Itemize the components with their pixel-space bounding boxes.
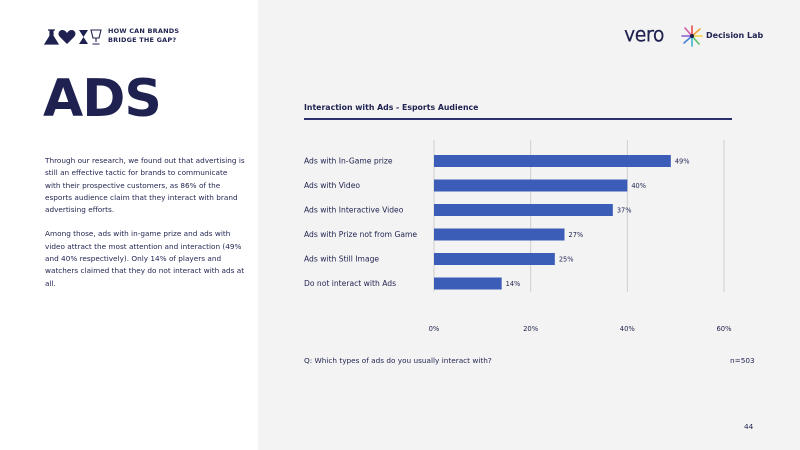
value-label: 27% (569, 231, 584, 239)
value-label: 25% (559, 255, 574, 263)
value-label: 14% (506, 280, 521, 288)
brand-icons (44, 29, 102, 45)
x-tick-label: 0% (429, 325, 440, 333)
value-label: 37% (617, 206, 632, 214)
survey-question: Q: Which types of ads do you usually int… (304, 356, 492, 365)
value-label: 49% (675, 157, 690, 165)
decision-lab-logo-text: Decision Lab (706, 31, 764, 40)
sample-size: n=503 (730, 356, 755, 365)
cup-icon (90, 29, 102, 45)
bar (434, 277, 502, 290)
bar (434, 155, 671, 167)
flask-icon (44, 29, 60, 45)
hourglass-icon (79, 30, 88, 44)
page-title: ADS (43, 69, 162, 129)
decision-lab-logo-mark (681, 25, 703, 47)
bar (434, 179, 628, 192)
tagline-line-2: BRIDGE THE GAP? (108, 36, 177, 44)
bar (434, 253, 555, 265)
chart-title: Interaction with Ads - Esports Audience (304, 103, 479, 112)
x-tick-label: 40% (620, 325, 636, 333)
category-label: Ads with Video (304, 181, 360, 190)
category-label: Ads with Prize not from Game (304, 230, 417, 239)
bar (434, 204, 613, 216)
paragraph-1: Through our research, we found out that … (45, 156, 245, 215)
value-label: 40% (631, 182, 646, 190)
body-text: Through our research, we found out that … (45, 155, 245, 302)
category-label: Ads with Still Image (304, 255, 379, 264)
heart-icon (58, 30, 76, 44)
x-tick-label: 20% (523, 325, 539, 333)
category-label: Ads with Interactive Video (304, 206, 404, 215)
bar-chart: 0% 20% 40% 60% Ads with In-Game prize 49% Ads … (304, 140, 732, 333)
category-label: Do not interact with Ads (304, 279, 396, 288)
page-number: 44 (744, 422, 754, 431)
brand-tagline: HOW CAN BRANDS BRIDGE THE GAP? (108, 27, 179, 45)
chart-title-rule (304, 118, 732, 120)
paragraph-2: Among those, ads with in-game prize and … (45, 229, 245, 288)
category-label: Ads with In-Game prize (304, 157, 393, 166)
x-tick-label: 60% (716, 325, 732, 333)
chart-panel (258, 0, 800, 450)
vero-logo-text: vero (624, 24, 664, 46)
chart-bars (434, 155, 671, 290)
left-panel (0, 0, 258, 450)
tagline-line-1: HOW CAN BRANDS (108, 27, 180, 35)
bar (434, 228, 565, 241)
vero-logo: vero (624, 24, 665, 46)
chart-labels: 0% 20% 40% 60% Ads with In-Game prize 49% Ads … (304, 157, 732, 333)
